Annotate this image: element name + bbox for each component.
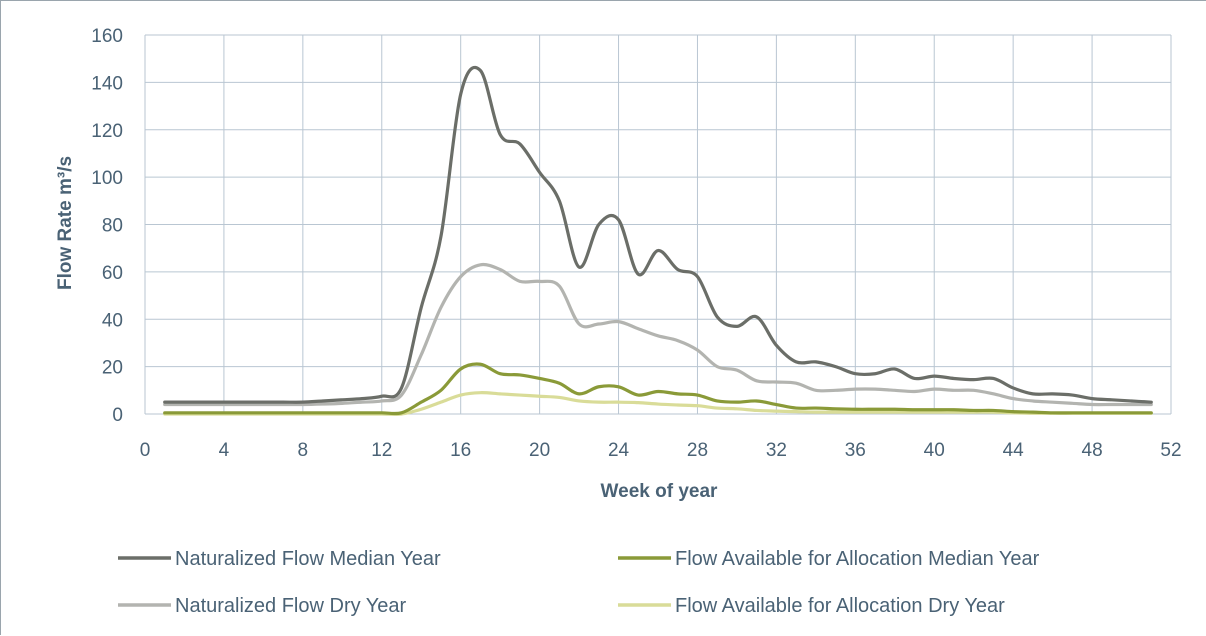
x-tick-label: 8 [298, 440, 309, 461]
legend-item-naturalized-dry: Naturalized Flow Dry Year [118, 595, 407, 617]
y-tick-label: 160 [91, 26, 123, 47]
legend-item-naturalized-median: Naturalized Flow Median Year [118, 548, 441, 570]
x-tick-label: 0 [140, 440, 151, 461]
grid [144, 34, 1172, 415]
legend: Naturalized Flow Median Year Naturalized … [118, 548, 1040, 617]
series-line-available-median [163, 362, 1153, 416]
x-tick-label: 28 [687, 440, 708, 461]
series-lines [163, 65, 1153, 416]
legend-label: Naturalized Flow Dry Year [175, 595, 407, 617]
y-tick-label: 140 [91, 73, 123, 94]
x-axis-ticks: 0 4 8 12 16 20 24 28 32 36 40 44 48 52 [140, 440, 1182, 461]
y-axis-title: Flow Rate m³/s [55, 156, 76, 290]
legend-label: Flow Available for Allocation Dry Year [675, 595, 1005, 617]
y-tick-label: 40 [102, 310, 123, 331]
legend-item-available-dry: Flow Available for Allocation Dry Year [618, 595, 1005, 617]
x-tick-label: 44 [1003, 440, 1025, 461]
y-tick-label: 100 [91, 168, 123, 189]
x-tick-label: 40 [924, 440, 945, 461]
y-tick-label: 120 [91, 121, 123, 142]
legend-label: Flow Available for Allocation Median Yea… [675, 548, 1040, 570]
series-line-naturalized-median [163, 65, 1153, 404]
x-tick-label: 32 [766, 440, 787, 461]
x-axis-title: Week of year [601, 481, 718, 502]
legend-item-available-median: Flow Available for Allocation Median Yea… [618, 548, 1040, 570]
x-tick-label: 48 [1082, 440, 1103, 461]
x-tick-label: 24 [608, 440, 630, 461]
series-line-naturalized-dry [163, 262, 1153, 407]
y-tick-label: 60 [102, 263, 123, 284]
legend-label: Naturalized Flow Median Year [175, 548, 441, 570]
x-tick-label: 4 [219, 440, 230, 461]
x-tick-label: 16 [450, 440, 471, 461]
y-axis-ticks: 0 20 40 60 80 100 120 140 160 [91, 26, 123, 426]
y-tick-label: 0 [112, 405, 123, 426]
x-tick-label: 20 [529, 440, 550, 461]
x-tick-label: 52 [1160, 440, 1181, 461]
x-tick-label: 36 [845, 440, 866, 461]
y-tick-label: 20 [102, 358, 123, 379]
x-tick-label: 12 [371, 440, 392, 461]
y-tick-label: 80 [102, 216, 123, 237]
